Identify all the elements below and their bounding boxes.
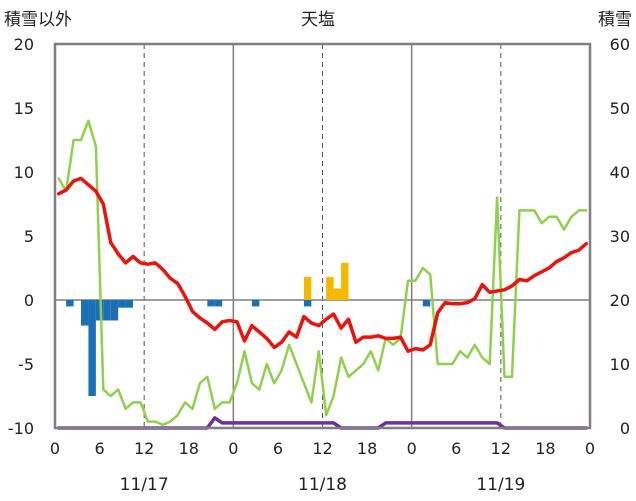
left-y-tick-label: 5 <box>24 227 34 246</box>
right-y-tick-label: 20 <box>610 291 630 310</box>
left-y-tick-label: -10 <box>8 419 34 438</box>
right-y-tick-label: 30 <box>610 227 630 246</box>
precip-snow-bar <box>110 300 119 321</box>
x-tick-label: 6 <box>451 439 461 458</box>
left-axis-label: 積雪以外 <box>4 10 72 30</box>
gridlines <box>55 44 590 428</box>
left-y-tick-label: -5 <box>18 355 34 374</box>
x-tick-label: 0 <box>50 439 60 458</box>
left-y-tick-label: 20 <box>14 35 34 54</box>
x-tick-label: 0 <box>228 439 238 458</box>
right-y-tick-label: 50 <box>610 99 630 118</box>
date-label: 11/19 <box>476 475 525 495</box>
left-y-tick-label: 10 <box>14 163 34 182</box>
x-tick-label: 6 <box>273 439 283 458</box>
right-y-tick-label: 0 <box>620 419 630 438</box>
series-line-temperature <box>56 176 589 353</box>
precip-rain-bar <box>326 276 334 300</box>
precip-snow-bar <box>66 300 74 307</box>
precip-snow-bar <box>95 300 104 321</box>
precipitation-bars <box>66 262 431 396</box>
precip-snow-bar <box>214 300 223 307</box>
precip-snow-bar <box>125 300 134 308</box>
date-label: 11/17 <box>120 475 169 495</box>
plot-frame <box>53 42 592 430</box>
precip-snow-bar <box>88 300 96 396</box>
x-tick-label: 6 <box>94 439 104 458</box>
right-y-tick-label: 60 <box>610 35 630 54</box>
left-y-tick-label: 0 <box>24 291 34 310</box>
x-tick-label: 18 <box>179 439 199 458</box>
plot-border <box>53 42 592 430</box>
x-tick-label: 12 <box>312 439 332 458</box>
x-tick-label: 0 <box>407 439 417 458</box>
precip-snow-bar <box>303 300 312 307</box>
precip-rain-bar <box>333 288 342 300</box>
right-axis-label: 積雪 <box>598 10 632 30</box>
precip-snow-bar <box>81 300 89 326</box>
precip-snow-bar <box>118 300 126 308</box>
precip-rain-bar <box>303 276 312 300</box>
x-tick-label: 18 <box>357 439 377 458</box>
x-tick-label: 12 <box>491 439 511 458</box>
right-y-tick-label: 10 <box>610 355 630 374</box>
precip-snow-bar <box>207 300 215 307</box>
right-y-tick-label: 40 <box>610 163 630 182</box>
series-lines <box>56 119 589 430</box>
precip-snow-bar <box>251 300 260 307</box>
left-y-tick-label: 15 <box>14 99 34 118</box>
x-tick-label: 12 <box>134 439 154 458</box>
x-tick-label: 18 <box>535 439 555 458</box>
date-label: 11/18 <box>298 475 347 495</box>
precip-rain-bar <box>341 262 349 300</box>
series-line-snow-depth <box>57 119 588 427</box>
x-tick-label: 0 <box>585 439 595 458</box>
precip-snow-bar <box>422 300 431 307</box>
chart-title: 天塩 <box>301 10 335 30</box>
precip-snow-bar <box>103 300 111 321</box>
